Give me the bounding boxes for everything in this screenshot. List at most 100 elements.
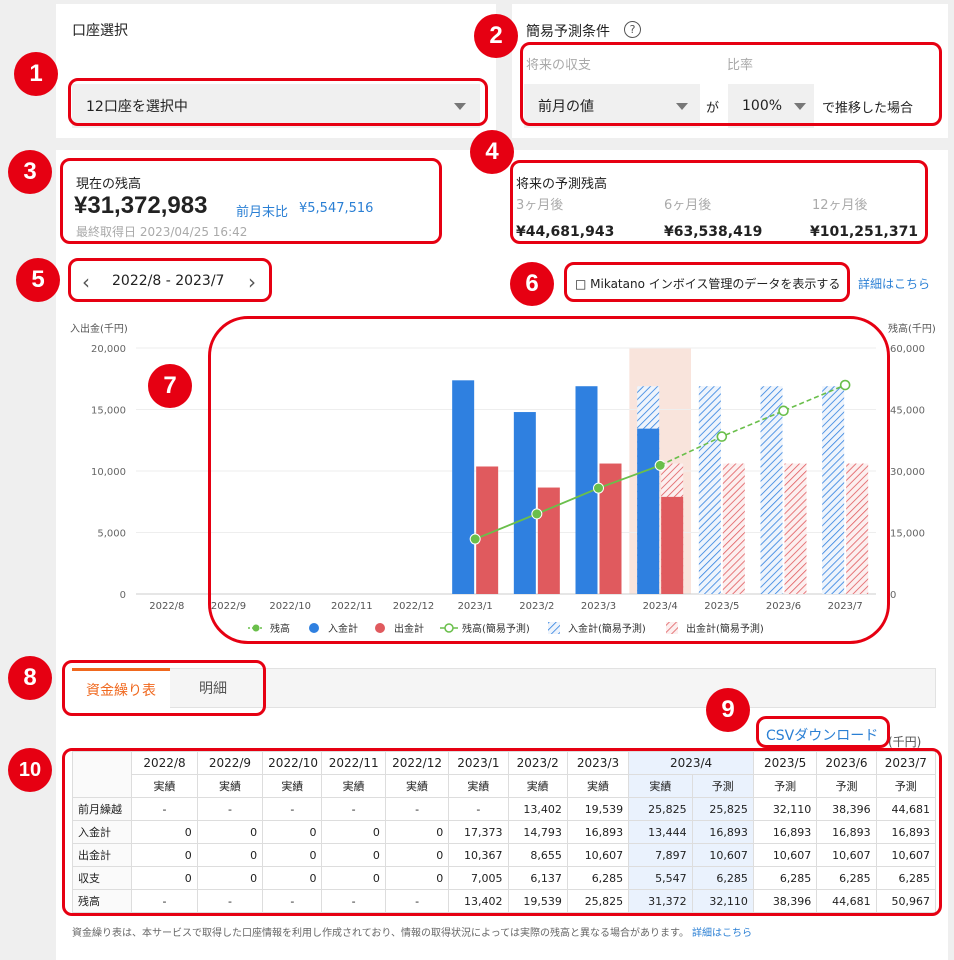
table-cell: 14,793 xyxy=(507,820,568,844)
tab-cashflow[interactable]: 資金繰り表 xyxy=(72,668,170,708)
y-right-tick-label: 15,000 xyxy=(890,529,925,540)
table-sub-header: 実績 xyxy=(566,774,630,798)
y-left-tick-label: 15,000 xyxy=(91,406,126,417)
x-tick-label: 2022/8 xyxy=(149,601,184,612)
table-cell: 16,893 xyxy=(875,820,937,844)
x-tick-label: 2023/2 xyxy=(519,601,554,612)
chevron-down-icon xyxy=(676,103,688,110)
legend-label: 入金計(簡易予測) xyxy=(568,622,646,635)
footer-note-text: 資金繰り表は、本サービスで取得した口座情報を利用し作成されており、情報の取得状況… xyxy=(72,928,689,939)
table-cell: 5,547 xyxy=(628,866,693,890)
table-cell: 0 xyxy=(262,866,323,890)
table-month-header: 2022/11 xyxy=(321,751,386,775)
bar-out xyxy=(599,463,622,594)
table-cell: 10,607 xyxy=(752,843,818,867)
table-month-header: 2022/10 xyxy=(262,751,323,775)
legend-marker xyxy=(444,623,454,633)
mikatano-detail-link[interactable]: 詳細はこちら xyxy=(858,277,931,291)
x-tick-label: 2023/6 xyxy=(766,601,801,612)
table-cell: 10,367 xyxy=(448,843,509,867)
forecast-condition-title: 簡易予測条件 xyxy=(526,24,610,40)
bar-forecast-in xyxy=(698,386,721,594)
account-select-value: 12口座を選択中 xyxy=(86,99,188,115)
table-row: 入金計 0 0 0 0 0 17,373 14,793 16,893 13,444 16,893 16… xyxy=(71,820,937,844)
table-cell: 31,372 xyxy=(628,889,693,913)
table-cell: 0 xyxy=(196,843,264,867)
table-sub-header: 予測 xyxy=(752,774,818,798)
balance-point xyxy=(593,482,604,494)
table-row-label: 収支 xyxy=(71,866,133,890)
annotation-box-1 xyxy=(68,78,488,126)
ga-label: が xyxy=(706,101,720,116)
table-month-header: 2023/4 xyxy=(628,751,754,775)
bar-forecast-out xyxy=(784,463,807,594)
basis-select-value: 前月の値 xyxy=(538,99,594,115)
table-row: 前月繰越 - - - - - -13,402 19,539 25,825 25,825 32,110… xyxy=(71,797,937,821)
basis-select[interactable]: 前月の値 xyxy=(524,84,700,128)
table-cell: 0 xyxy=(321,820,386,844)
badge-4: 4 xyxy=(470,130,514,174)
legend-marker xyxy=(309,623,319,633)
table-cell: 6,285 xyxy=(566,866,630,890)
badge-10: 10 xyxy=(8,748,52,792)
help-icon[interactable]: ? xyxy=(624,21,641,38)
table-month-header: 2023/6 xyxy=(816,751,877,775)
table-cell: - xyxy=(262,889,323,913)
ratio-label: 比率 xyxy=(727,58,754,73)
y-right-tick-label: 30,000 xyxy=(890,467,925,478)
badge-5: 5 xyxy=(16,258,60,302)
bar-forecast-in xyxy=(760,386,783,594)
table-cell: 25,825 xyxy=(628,797,693,821)
table-cell: 6,285 xyxy=(816,866,877,890)
table-cell: 38,396 xyxy=(752,889,818,913)
table-cell: 16,893 xyxy=(816,820,877,844)
table-cell: 8,655 xyxy=(507,843,568,867)
ratio-select[interactable]: 100% xyxy=(728,84,814,128)
table-cell: 10,607 xyxy=(566,843,630,867)
next-period-button[interactable]: › xyxy=(248,270,256,294)
table-cell: - xyxy=(384,797,450,821)
account-title: 口座選択 xyxy=(72,23,128,39)
table-cell: 13,444 xyxy=(628,820,693,844)
legend-label: 出金計(簡易予測) xyxy=(686,622,764,635)
table-cell: - xyxy=(196,889,264,913)
tab-detail[interactable]: 明細 xyxy=(170,668,256,708)
balance-line xyxy=(474,464,661,540)
table-sub-header: 実績 xyxy=(131,774,198,798)
footer-detail-link[interactable]: 詳細はこちら xyxy=(692,928,752,939)
csv-download-button[interactable]: CSVダウンロード xyxy=(766,728,879,744)
table-cell: 0 xyxy=(131,866,198,890)
legend-label: 入金計 xyxy=(328,622,358,635)
bar-forecast-in xyxy=(822,386,845,594)
x-tick-label: 2023/7 xyxy=(828,601,863,612)
future-12m-label: 12ヶ月後 xyxy=(812,198,868,213)
chevron-down-icon xyxy=(454,103,466,110)
legend-marker xyxy=(375,623,385,633)
annotation-box-4 xyxy=(510,160,928,244)
ratio-select-value: 100% xyxy=(742,98,783,114)
legend-marker xyxy=(252,624,260,632)
y-right-tick-label: 45,000 xyxy=(890,406,925,417)
table-row-label: 前月繰越 xyxy=(71,797,133,821)
account-select[interactable]: 12口座を選択中 xyxy=(72,84,480,128)
x-tick-label: 2022/11 xyxy=(331,601,373,612)
annotation-box-3 xyxy=(60,158,442,244)
prev-period-button[interactable]: ‹ xyxy=(82,270,90,294)
bar-out xyxy=(476,466,499,594)
table-cell: 44,681 xyxy=(816,889,877,913)
table-cell: 6,285 xyxy=(752,866,818,890)
balance-point xyxy=(531,508,543,520)
table-cell: 50,967 xyxy=(875,889,937,913)
annotation-box-2 xyxy=(520,42,942,126)
balance-point xyxy=(469,533,481,545)
balance-forecast-point xyxy=(716,431,728,442)
future-balance-title: 将来の予測残高 xyxy=(516,177,608,192)
table-row: 出金計 0 0 0 0 0 10,367 8,655 10,607 7,897 10,607 10,6… xyxy=(71,843,937,867)
annotation-box-8 xyxy=(62,660,266,716)
badge-8: 8 xyxy=(8,656,52,700)
mikatano-checkbox[interactable]: □ Mikatano インボイス管理のデータを表示する xyxy=(575,277,841,291)
table-cell: 17,373 xyxy=(448,820,509,844)
table-sub-header: 実績 xyxy=(196,774,264,798)
table-cell: 19,539 xyxy=(566,797,630,821)
y-right-tick-label: 60,000 xyxy=(890,344,925,355)
